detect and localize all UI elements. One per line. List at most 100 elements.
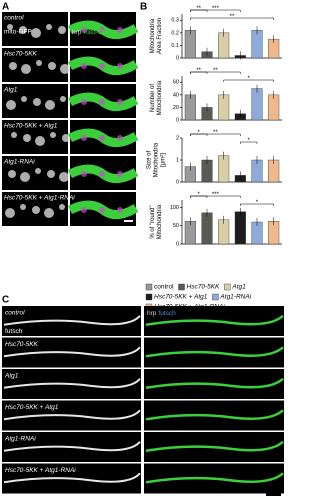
mito-blob	[81, 135, 87, 141]
sig-bracket	[240, 141, 258, 144]
panel-label: A	[2, 2, 9, 13]
y-tick-label: 100	[170, 205, 179, 211]
mito-blob	[32, 206, 40, 214]
mito-blob	[117, 171, 123, 177]
mito-blob	[19, 26, 27, 34]
y-axis-label: [µm²]	[161, 153, 167, 167]
neurite	[3, 441, 141, 452]
neurite	[145, 440, 284, 452]
mito-blob	[21, 96, 27, 102]
mito-blob	[5, 208, 15, 218]
mito-blob	[99, 171, 105, 177]
row-label: Hsc70-5KK	[5, 341, 39, 348]
y-axis-label: Number of	[150, 84, 156, 112]
mito-blob	[62, 134, 70, 142]
row-label: Hsc70-5KK + Atg1-RNAi	[5, 467, 76, 474]
sig-bracket	[190, 17, 274, 20]
neurite	[145, 377, 284, 389]
y-tick-label: 0.1	[171, 43, 179, 49]
neurite	[3, 315, 141, 326]
y-tick-label: 40	[173, 92, 179, 98]
mito-blob	[59, 204, 65, 210]
scale-bar	[124, 220, 133, 222]
row-label: control	[4, 15, 24, 22]
mito-blob	[20, 204, 26, 210]
legend-swatch	[145, 283, 153, 291]
sig-label: **	[230, 14, 235, 20]
mito-blob	[81, 99, 87, 105]
legend-swatch	[178, 283, 185, 291]
y-axis-label: Mitochondria	[154, 142, 160, 177]
sig-label: **	[213, 130, 218, 136]
mito-blob	[81, 207, 87, 213]
panel-label: C	[2, 295, 9, 306]
row-label: Hsc70-5KK + Atg1	[4, 123, 58, 130]
channel-label: hrp futsch	[147, 310, 176, 317]
y-tick-label: 20	[173, 105, 179, 111]
channel-label: hrp	[147, 310, 157, 317]
y-tick-label: 0	[176, 117, 179, 123]
sig-bracket	[240, 203, 274, 206]
sig-label: **	[213, 68, 218, 74]
mito-blob	[99, 207, 105, 213]
y-axis-label: % of "round"	[150, 205, 156, 238]
mito-blob	[11, 132, 17, 138]
y-tick-label: 2	[176, 135, 179, 141]
row-label: Hsc70-5KK + Atg1	[5, 404, 59, 411]
mito-blob	[59, 172, 69, 182]
mito-blob	[117, 27, 123, 33]
row-label: Atg1	[3, 87, 18, 94]
mito-blob	[31, 28, 41, 38]
legend-swatch	[212, 293, 219, 301]
neurite	[145, 346, 284, 358]
row-label: Hsc70-5KK + Atg1-RNAi	[4, 195, 75, 202]
channel-label: mito-GFP	[83, 29, 111, 36]
legend-label: Hsc70-5KK + Atg1	[154, 294, 208, 301]
mito-blob	[81, 63, 87, 69]
bar	[234, 211, 246, 245]
y-tick-label: 0	[176, 241, 179, 247]
channel-label: hrp	[72, 29, 82, 36]
mito-blob	[44, 208, 54, 218]
mito-blob	[7, 24, 13, 30]
row-label: control	[5, 310, 25, 317]
mito-blob	[60, 64, 70, 74]
mito-blob	[117, 207, 123, 213]
sig-label: *	[197, 192, 200, 198]
mito-blob	[6, 100, 16, 110]
sig-bracket	[190, 195, 241, 198]
y-axis-label: Mitochondria	[157, 204, 163, 239]
mito-blob	[81, 27, 87, 33]
mito-blob	[45, 100, 55, 110]
mito-blob	[48, 62, 56, 70]
mito-blob	[81, 171, 87, 177]
mito-blob	[117, 135, 123, 141]
bar	[251, 88, 263, 121]
legend-swatch	[224, 283, 231, 291]
y-tick-label: 0.3	[171, 18, 179, 24]
neurite	[145, 409, 284, 421]
mito-blob	[33, 98, 41, 106]
neurite	[3, 409, 141, 421]
row-label: Hsc70-5KK	[4, 51, 38, 58]
mito-blob	[20, 172, 30, 182]
y-tick-label: 0.2	[171, 30, 179, 36]
y-axis-label: Mitochondria	[157, 80, 163, 115]
mito-blob	[35, 136, 45, 146]
channel-label: mito-GFP	[4, 29, 32, 36]
neurite	[3, 378, 141, 389]
mito-blob	[99, 63, 105, 69]
sig-label: *	[247, 76, 250, 82]
sig-label: *	[197, 130, 200, 136]
mito-blob	[46, 24, 52, 30]
mito-blob	[36, 60, 42, 66]
row-label: Atg1	[4, 373, 19, 380]
y-axis-label: Size of	[147, 150, 153, 169]
y-tick-label: 50	[173, 223, 179, 229]
sig-label: **	[196, 68, 201, 74]
sig-bracket	[190, 9, 241, 12]
y-tick-label: 0	[176, 179, 179, 185]
panel-label: B	[140, 2, 147, 13]
